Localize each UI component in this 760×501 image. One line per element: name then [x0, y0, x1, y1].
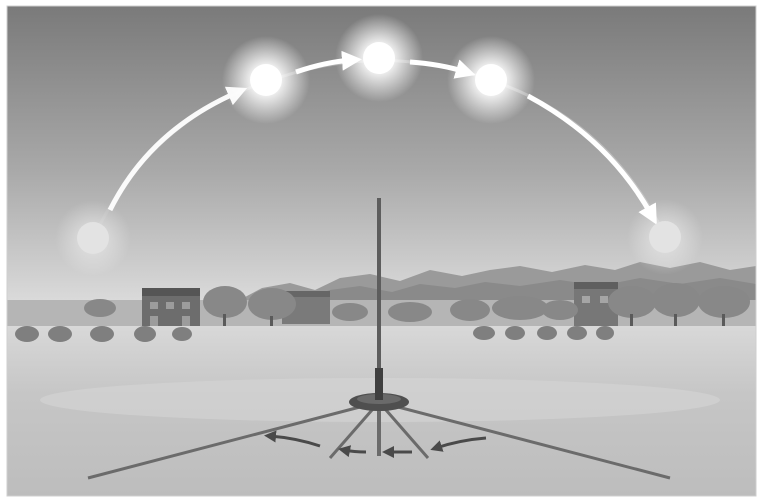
shadow-arrow-4 — [430, 436, 487, 452]
stick-lower — [375, 368, 383, 400]
sun-sunset-icon — [627, 199, 703, 275]
sun-sunrise-icon — [55, 200, 131, 276]
shadow-1 — [87, 400, 380, 480]
sun-path-arrow-4 — [526, 93, 657, 225]
tree-line — [84, 283, 750, 322]
shrub-row — [15, 326, 614, 342]
shadow-4 — [377, 401, 430, 459]
image-frame — [6, 5, 757, 497]
sun-path-arrow-1 — [107, 86, 248, 212]
sun-noon-icon — [335, 14, 423, 102]
sun-afternoon-icon — [447, 36, 535, 124]
stick — [377, 198, 381, 370]
shadow-arrow-1 — [264, 430, 321, 448]
shadow-arrow-2 — [338, 445, 367, 458]
shadow-5 — [378, 400, 671, 480]
house-left — [142, 288, 200, 330]
sun-morning-icon — [222, 36, 310, 124]
